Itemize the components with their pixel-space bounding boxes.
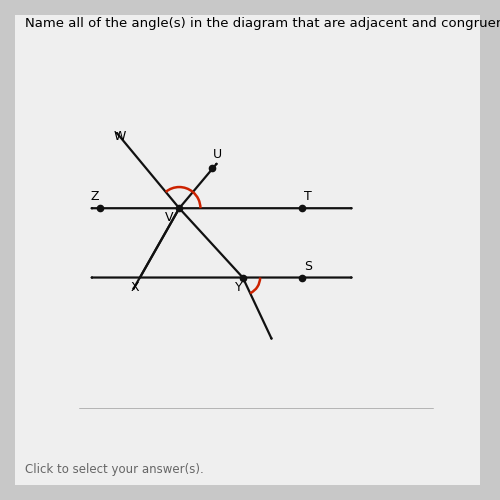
Text: U: U — [213, 148, 222, 161]
Text: Click to select your answer(s).: Click to select your answer(s). — [25, 462, 204, 475]
Text: Name all of the angle(s) in the diagram that are adjacent and congruent to ∠TVU.: Name all of the angle(s) in the diagram … — [25, 18, 500, 30]
Text: X: X — [130, 282, 140, 294]
Text: V: V — [166, 212, 174, 224]
Text: T: T — [304, 190, 312, 203]
Text: Z: Z — [90, 190, 99, 203]
Text: Y: Y — [235, 282, 242, 294]
Text: W: W — [114, 130, 126, 143]
Text: S: S — [304, 260, 312, 273]
